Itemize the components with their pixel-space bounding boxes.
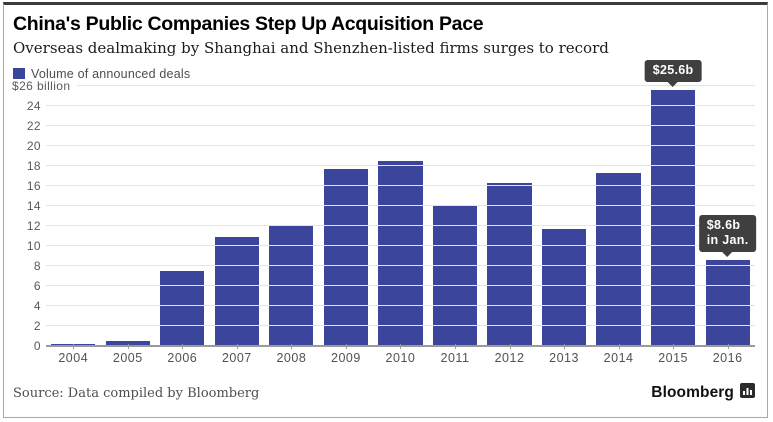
callout-arrow: [668, 82, 679, 87]
y-axis-tick-label: 0: [33, 339, 41, 353]
bar-column-2009: [319, 86, 374, 346]
bar-column-2013: [537, 86, 592, 346]
y-axis-tick-label: 4: [33, 299, 41, 313]
gridline: [46, 125, 755, 126]
bar-column-2008: [264, 86, 319, 346]
bar-column-2015: $25.6b: [644, 60, 702, 346]
gridline: [46, 85, 755, 86]
gridline: [46, 325, 755, 326]
x-axis-baseline: [46, 345, 755, 347]
callout-2015: $25.6b: [644, 60, 702, 87]
gridline: [46, 105, 755, 106]
bar-column-2010: [373, 86, 428, 346]
y-axis-tick-label: 18: [26, 159, 41, 173]
x-axis-tick-label: 2009: [319, 344, 374, 370]
bar-2009: [323, 169, 368, 346]
x-axis-tick-label: 2006: [155, 344, 210, 370]
y-axis-tick-label: 16: [26, 179, 41, 193]
gridline: [46, 185, 755, 186]
bar-2007: [214, 237, 259, 346]
callout-2016: $8.6b in Jan.: [698, 215, 757, 257]
y-axis-tick-label: 20: [26, 139, 41, 153]
bar-2012: [487, 183, 532, 346]
bar-column-2016: $8.6b in Jan.: [698, 86, 757, 346]
x-axis-tick-label: 2012: [482, 344, 537, 370]
x-axis-tick-label: 2016: [700, 344, 755, 370]
x-axis-tick-label: 2007: [210, 344, 265, 370]
gridline: [46, 285, 755, 286]
y-axis-tick-label: 22: [26, 119, 41, 133]
plot-area: $25.6b $8.6b in Jan.: [46, 60, 757, 347]
legend-swatch-icon: [13, 68, 25, 80]
bloomberg-wordmark: Bloomberg: [651, 384, 734, 401]
y-axis-tick-label: 14: [26, 199, 41, 213]
y-axis-tick-label: 12: [26, 219, 41, 233]
y-axis-tick-label: 2: [33, 319, 41, 333]
footer: Source: Data compiled by Bloomberg Bloom…: [4, 383, 767, 403]
bar-chart-logo-icon: [740, 383, 755, 403]
y-axis-tick-label: 24: [26, 99, 41, 113]
page-title: China's Public Companies Step Up Acquisi…: [13, 13, 484, 35]
x-axis-tick-label: 2004: [46, 344, 101, 370]
bars-layer: $25.6b $8.6b in Jan.: [46, 60, 757, 346]
gridline: [46, 305, 755, 306]
bar-chart: 0 2 4 6 8 10 12 14 16 18 20 22 24 $26 billion $25.6b $…: [4, 60, 767, 370]
page-subtitle: Overseas dealmaking by Shanghai and Shen…: [13, 39, 609, 57]
y-axis-tick-label: 6: [33, 279, 41, 293]
x-axis-tick-label: 2013: [537, 344, 592, 370]
gridline: [46, 165, 755, 166]
bar-2015: [651, 90, 696, 346]
x-axis-labels: 2004 2005 2006 2007 2008 2009 2010 2011 2012 2013…: [46, 344, 755, 370]
gridline: [46, 265, 755, 266]
bar-2013: [541, 229, 587, 346]
bar-column-2014: [591, 86, 646, 346]
bar-2016: [705, 260, 750, 346]
gridline: [46, 205, 755, 206]
bar-2010: [378, 161, 423, 346]
source-text: Source: Data compiled by Bloomberg: [13, 385, 260, 401]
x-axis-tick-label: 2014: [591, 344, 646, 370]
y-axis-labels: 0 2 4 6 8 10 12 14 16 18 20 22 24 $26 billion: [4, 79, 767, 370]
gridline: [46, 225, 755, 226]
bar-column-2005: [101, 86, 156, 346]
x-axis-tick-label: 2015: [646, 344, 701, 370]
header: China's Public Companies Step Up Acquisi…: [4, 5, 767, 81]
bar-2008: [269, 226, 314, 346]
bar-column-2012: [482, 86, 537, 346]
bar-2006: [160, 271, 205, 346]
legend: Volume of announced deals: [13, 67, 757, 81]
gridline: [46, 245, 755, 246]
x-axis-tick-label: 2011: [428, 344, 483, 370]
bar-column-2011: [428, 86, 483, 346]
bar-2011: [432, 206, 478, 346]
legend-label: Volume of announced deals: [31, 67, 191, 81]
y-axis-tick-label: 8: [33, 259, 41, 273]
y-axis-tick-label: 10: [26, 239, 41, 253]
x-axis-tick-label: 2010: [373, 344, 428, 370]
bloomberg-logo: Bloomberg: [651, 383, 755, 403]
bar-2005: [105, 341, 150, 346]
y-axis-tick-label: $26 billion: [12, 79, 78, 93]
bar-2014: [596, 173, 641, 346]
chart-card: China's Public Companies Step Up Acquisi…: [3, 2, 768, 418]
bar-column-2007: [210, 86, 265, 346]
callout-arrow: [722, 252, 733, 257]
bar-column-2006: [155, 86, 210, 346]
x-axis-tick-label: 2008: [264, 344, 319, 370]
x-axis-tick-label: 2005: [101, 344, 156, 370]
gridline: [46, 145, 755, 146]
